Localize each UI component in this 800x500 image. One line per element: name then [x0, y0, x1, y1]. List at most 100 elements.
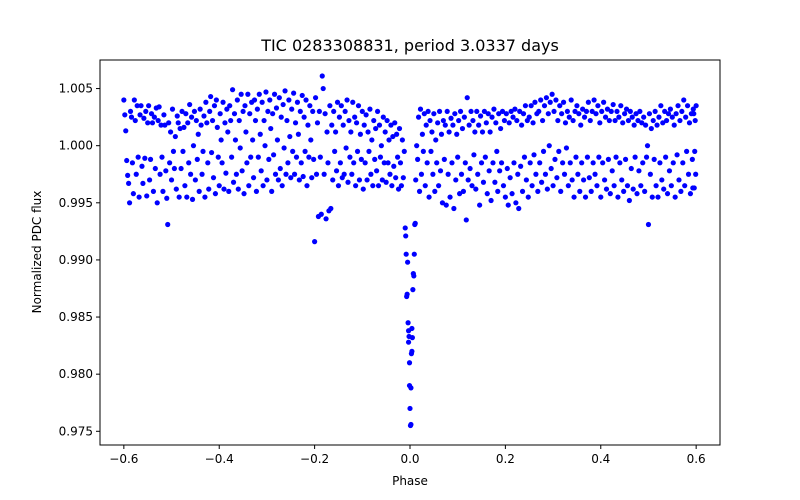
data-point	[169, 106, 176, 112]
data-point	[513, 200, 519, 206]
data-point	[541, 103, 548, 109]
data-point	[390, 133, 396, 140]
data-point	[123, 128, 129, 134]
data-point	[673, 111, 679, 117]
data-point	[286, 97, 292, 103]
data-point	[682, 183, 688, 189]
data-point	[317, 154, 323, 160]
data-point	[432, 188, 438, 194]
data-point	[444, 108, 450, 115]
data-point	[476, 122, 482, 128]
data-point	[564, 108, 570, 115]
data-point	[289, 106, 295, 112]
data-point	[544, 186, 550, 192]
data-point	[403, 233, 409, 239]
data-point	[475, 171, 481, 177]
data-point	[669, 114, 675, 120]
data-point	[296, 177, 302, 183]
data-point	[456, 117, 462, 124]
data-point	[431, 111, 437, 117]
data-point	[277, 165, 283, 172]
data-point	[290, 148, 296, 154]
data-point	[356, 177, 363, 183]
data-point	[307, 103, 313, 109]
data-point	[351, 160, 357, 166]
data-point	[461, 114, 467, 120]
data-point	[655, 194, 661, 200]
data-point	[236, 117, 242, 124]
data-point	[538, 97, 544, 103]
data-point	[588, 188, 594, 194]
data-point	[180, 148, 186, 154]
data-point	[663, 117, 670, 124]
data-point	[539, 179, 545, 185]
data-point	[465, 177, 471, 183]
data-point	[507, 175, 513, 181]
data-point	[381, 160, 387, 166]
data-point	[126, 200, 133, 206]
data-point	[501, 117, 508, 124]
data-point	[383, 179, 389, 185]
data-point	[139, 163, 145, 169]
data-point	[270, 111, 276, 117]
data-point	[364, 177, 370, 183]
data-point	[378, 143, 384, 149]
data-point	[279, 183, 285, 189]
data-point	[186, 160, 192, 166]
data-point	[371, 117, 377, 124]
data-point	[215, 154, 221, 160]
data-point	[274, 137, 281, 143]
data-point	[179, 108, 185, 115]
data-point	[436, 108, 443, 115]
data-point	[613, 154, 619, 160]
data-point	[184, 194, 190, 200]
data-point	[654, 122, 660, 128]
data-point	[576, 111, 582, 117]
data-point	[241, 191, 247, 197]
data-point	[532, 99, 538, 105]
data-point	[516, 205, 522, 212]
data-point	[322, 111, 328, 117]
data-point	[582, 194, 589, 200]
data-point	[526, 114, 532, 120]
data-point	[244, 160, 250, 166]
data-point	[256, 91, 262, 97]
data-point	[440, 117, 446, 124]
y-tick-label: 0.995	[59, 196, 93, 210]
data-point	[552, 156, 558, 162]
data-point	[510, 114, 516, 120]
data-point	[412, 220, 418, 226]
data-point	[587, 117, 593, 124]
data-point	[216, 183, 222, 189]
data-point	[370, 183, 376, 189]
data-point	[483, 120, 489, 126]
data-point	[491, 106, 497, 112]
data-point	[298, 160, 304, 166]
data-point	[647, 171, 653, 177]
y-tick-label: 0.990	[59, 253, 93, 267]
data-point	[517, 108, 523, 115]
data-point	[676, 177, 682, 183]
data-point	[443, 202, 449, 208]
data-point	[372, 156, 378, 162]
data-point	[369, 137, 375, 143]
data-point	[498, 125, 504, 132]
data-point	[635, 117, 641, 124]
data-point	[616, 114, 622, 120]
data-point	[548, 165, 554, 172]
data-point	[477, 202, 483, 208]
data-point	[630, 186, 636, 192]
data-point	[480, 179, 487, 185]
data-point	[155, 117, 161, 124]
data-point	[458, 171, 465, 177]
data-point	[414, 143, 420, 149]
data-point	[550, 183, 556, 189]
data-point	[473, 186, 479, 192]
data-point	[208, 93, 214, 100]
data-point	[609, 168, 615, 174]
data-point	[590, 160, 596, 166]
data-point	[154, 200, 160, 206]
data-point	[693, 103, 699, 109]
data-point	[514, 117, 520, 124]
